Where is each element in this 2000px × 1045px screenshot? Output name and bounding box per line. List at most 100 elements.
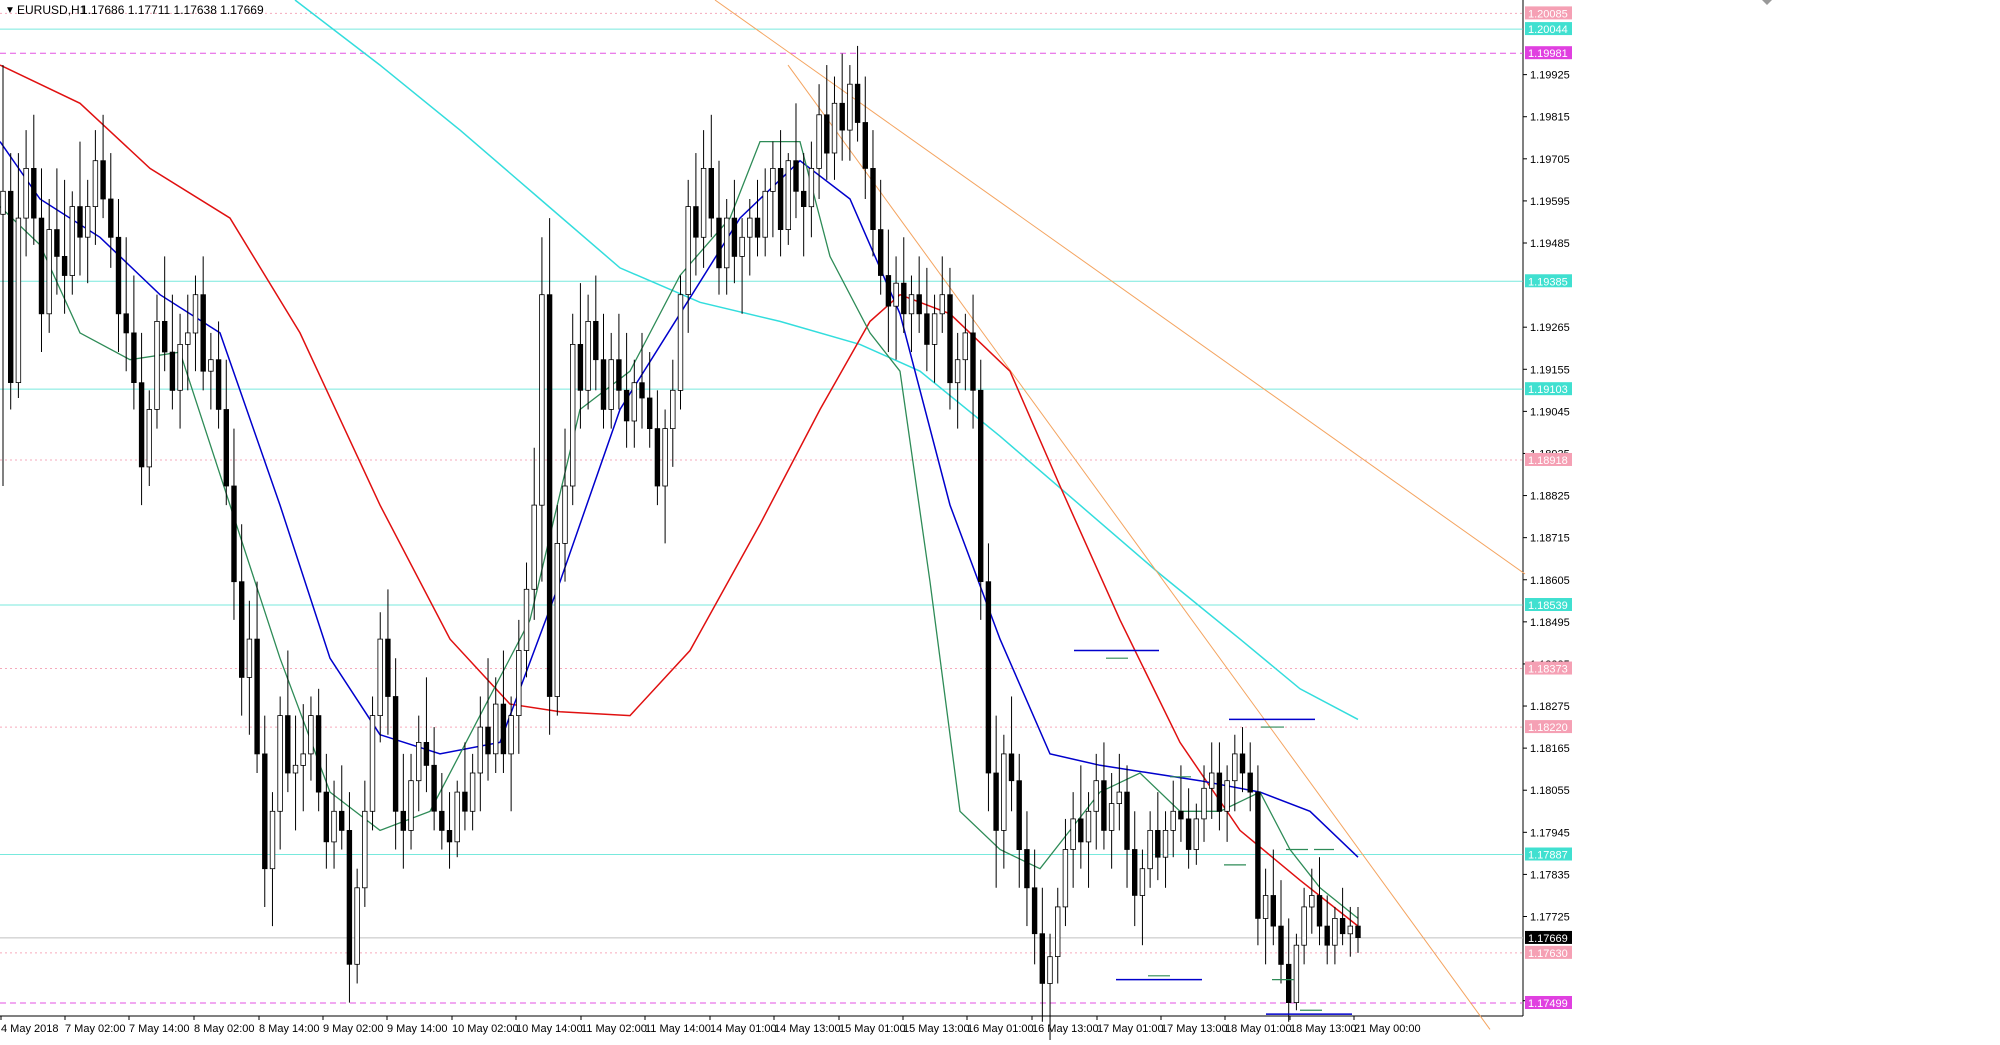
candle-body-48: [369, 715, 376, 812]
price-level-tag-3: [1525, 274, 1572, 288]
candle-body-27: [208, 359, 214, 372]
candle-body-53: [408, 780, 414, 831]
candle-body-73: [562, 485, 568, 544]
candle-body-46: [354, 887, 360, 965]
candle-body-141: [1085, 810, 1092, 843]
time-tick-label-0: 4 May 2018: [1, 1023, 58, 1035]
candle-body-101: [777, 167, 784, 230]
candle-body-63: [485, 726, 491, 755]
candle-body-98: [754, 217, 761, 238]
candle-body-68: [523, 588, 530, 651]
candle-body-70: [539, 294, 545, 506]
candle-body-125: [962, 332, 968, 361]
candle-body-80: [616, 359, 622, 391]
candle-body-90: [693, 206, 699, 238]
time-tick-label-12: 14 May 13:00: [774, 1023, 841, 1035]
candle-body-117: [901, 282, 907, 315]
price-level-tag-6: [1525, 598, 1572, 612]
candle-body-1: [7, 190, 14, 384]
candle-body-155: [1193, 818, 1199, 850]
candles: [0, 45, 1361, 1041]
time-tick-label-8: 10 May 14:00: [516, 1023, 583, 1035]
time-tick-label-16: 16 May 13:00: [1032, 1023, 1099, 1035]
candle-body-159: [1224, 780, 1230, 812]
candle-body-77: [593, 320, 599, 361]
candle-body-60: [462, 791, 468, 812]
candle-body-135: [1039, 933, 1045, 984]
candle-body-144: [1108, 803, 1115, 831]
time-tick-label-19: 18 May 01:00: [1225, 1023, 1292, 1035]
time-tick-label-6: 9 May 14:00: [387, 1023, 448, 1035]
candle-body-163: [1255, 791, 1261, 919]
candle-body-148: [1139, 868, 1146, 896]
candle-body-45: [346, 830, 353, 965]
price-tick-label-6: 1.19155: [1530, 364, 1570, 376]
candle-body-67: [516, 650, 522, 716]
indicator-lines: [0, 0, 1526, 1030]
price-level-label-8: 1.18220: [1528, 722, 1568, 734]
candle-body-105: [808, 167, 815, 208]
candle-body-95: [731, 217, 738, 257]
candle-body-15: [115, 236, 122, 315]
candle-body-94: [724, 217, 730, 269]
price-tick-label-1: 1.19815: [1530, 112, 1570, 124]
candle-body-175: [1347, 925, 1353, 935]
candle-body-30: [231, 485, 237, 583]
price-level-tag-7: [1525, 661, 1572, 675]
candle-body-57: [439, 810, 445, 831]
candle-body-41: [315, 715, 322, 793]
scroll-triangle-icon[interactable]: [1762, 0, 1772, 5]
candle-body-113: [870, 167, 876, 230]
candle-body-160: [1232, 753, 1238, 782]
price-level-tag-2: [1525, 46, 1572, 60]
time-tick-label-17: 17 May 01:00: [1097, 1023, 1164, 1035]
candle-body-110: [847, 83, 853, 131]
price-tick-label-11: 1.18605: [1530, 575, 1570, 587]
candle-body-65: [500, 703, 507, 755]
candle-body-104: [801, 190, 807, 208]
price-tick-label-10: 1.18715: [1530, 533, 1570, 545]
candle-body-149: [1147, 830, 1153, 870]
candle-body-3: [23, 167, 29, 219]
candle-body-4: [31, 167, 37, 219]
candle-body-119: [916, 294, 922, 315]
candle-body-121: [931, 313, 938, 345]
candle-body-132: [1016, 780, 1022, 851]
candle-body-92: [708, 167, 714, 219]
candle-body-10: [77, 206, 83, 238]
candle-body-154: [1185, 818, 1192, 850]
candle-body-39: [300, 753, 306, 766]
candle-body-42: [323, 791, 329, 843]
candle-body-150: [1155, 830, 1161, 858]
candle-body-136: [1047, 956, 1053, 984]
price-tick-label-16: 1.18055: [1530, 785, 1570, 797]
price-tick-label-19: 1.17725: [1530, 912, 1570, 924]
candle-body-169: [1301, 906, 1307, 946]
price-level-tag-9: [1525, 847, 1572, 861]
candle-body-72: [554, 543, 560, 697]
time-tick-label-9: 11 May 02:00: [581, 1023, 647, 1035]
candle-body-17: [131, 332, 137, 383]
candle-body-71: [546, 294, 553, 697]
header-marker-icon[interactable]: ▼: [5, 5, 15, 16]
price-level-label-7: 1.18373: [1528, 664, 1568, 676]
price-level-label-5: 1.18918: [1528, 455, 1568, 467]
candle-body-19: [146, 409, 152, 468]
candle-body-176: [1355, 925, 1361, 938]
candle-body-74: [570, 343, 576, 487]
candle-body-167: [1286, 963, 1292, 1003]
candle-body-88: [677, 294, 684, 391]
candle-body-147: [1132, 849, 1138, 896]
candle-body-43: [331, 810, 337, 843]
candle-body-6: [46, 229, 52, 315]
candle-body-9: [69, 206, 75, 276]
price-axis: 1.19925 1.19815 1.19705 1.19595 1.19485 1.192…: [1523, 6, 1572, 1010]
price-tick-label-4: 1.19485: [1530, 238, 1570, 250]
candle-body-93: [716, 217, 722, 269]
candle-body-51: [392, 696, 399, 812]
time-tick-label-15: 16 May 01:00: [967, 1023, 1034, 1035]
ma-slow-line: [0, 64, 1359, 927]
candle-body-12: [92, 160, 99, 207]
candle-body-118: [908, 294, 915, 315]
